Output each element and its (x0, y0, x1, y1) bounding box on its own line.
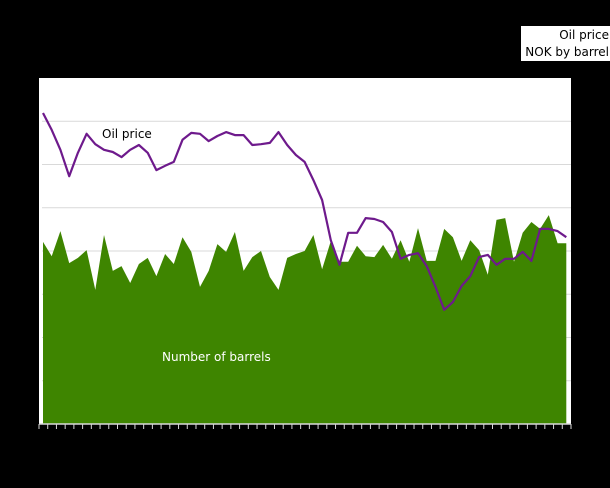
oil-price-label: Oil price (102, 127, 152, 141)
barrels-label: Number of barrels (162, 350, 271, 364)
legend: Oil price NOK by barrel (521, 26, 610, 61)
legend-line-oil-price: Oil price (559, 28, 609, 42)
left-axis-border (39, 78, 42, 424)
oil-price-line (42, 112, 567, 311)
legend-line-unit: NOK by barrel (525, 45, 609, 59)
barrels-area (43, 215, 567, 424)
x-axis-ticks (38, 424, 572, 429)
